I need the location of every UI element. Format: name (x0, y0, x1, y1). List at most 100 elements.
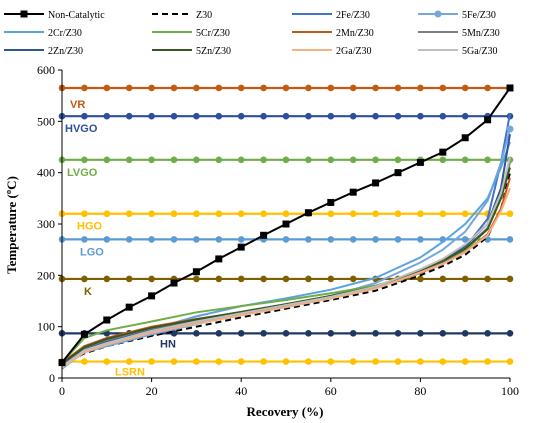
reference-marker (170, 210, 178, 218)
reference-marker (305, 275, 312, 283)
axes: 0 20 40 60 80 100 0 100 200 300 400 500 600 (37, 63, 519, 398)
series-marker (484, 116, 492, 124)
reference-marker (327, 330, 335, 337)
reference-marker (193, 236, 200, 243)
reference-marker (103, 236, 111, 243)
reference-marker (461, 84, 469, 92)
reference-marker (125, 112, 133, 120)
reference-marker (372, 210, 379, 218)
reference-marker (103, 84, 111, 92)
reference-marker (103, 156, 111, 164)
y-tick-label: 300 (37, 217, 55, 231)
x-tick-label: 100 (501, 384, 519, 398)
reference-marker (305, 84, 312, 92)
reference-label: HGO (77, 221, 103, 233)
series-marker (80, 330, 88, 338)
reference-marker (282, 156, 290, 164)
series-marker (506, 125, 514, 133)
reference-marker (461, 156, 469, 164)
reference-marker (103, 275, 111, 283)
reference-marker (417, 112, 424, 120)
reference-marker (81, 210, 88, 218)
reference-marker (237, 236, 245, 243)
reference-marker (170, 156, 178, 164)
reference-marker (439, 358, 447, 365)
reference-marker (237, 358, 245, 365)
reference-marker (125, 275, 133, 283)
series-marker (170, 279, 178, 287)
reference-marker (417, 330, 424, 337)
series-marker (192, 268, 200, 276)
reference-marker (125, 156, 133, 164)
reference-marker (372, 330, 379, 337)
reference-marker (215, 210, 223, 218)
reference-marker (506, 358, 514, 365)
reference-marker (372, 112, 379, 120)
reference-marker (103, 358, 111, 365)
reference-marker (193, 156, 200, 164)
reference-marker (148, 156, 155, 164)
reference-marker (215, 275, 223, 283)
series-marker (148, 292, 156, 300)
reference-marker (461, 236, 469, 243)
reference-marker (349, 84, 357, 92)
reference-marker (193, 358, 200, 365)
series-lines (58, 84, 514, 370)
reference-marker (260, 156, 267, 164)
reference-marker (327, 210, 335, 218)
reference-marker (349, 156, 357, 164)
reference-marker (215, 358, 223, 365)
reference-marker (349, 358, 357, 365)
series-marker (461, 134, 469, 142)
reference-marker (439, 330, 447, 337)
reference-marker (461, 330, 469, 337)
reference-marker (506, 330, 514, 337)
reference-marker (349, 236, 357, 243)
legend-label: 5Ga/Z30 (462, 46, 498, 57)
reference-marker (439, 210, 447, 218)
reference-marker (461, 275, 469, 283)
series-marker (215, 255, 223, 263)
reference-marker (260, 358, 267, 365)
reference-marker (349, 275, 357, 283)
reference-marker (125, 84, 133, 92)
reference-marker (125, 358, 133, 365)
reference-marker (282, 84, 290, 92)
reference-label: HN (160, 338, 176, 350)
reference-marker (81, 112, 88, 120)
legend-marker (434, 10, 442, 18)
y-tick-label: 400 (37, 166, 55, 180)
reference-marker (305, 358, 312, 365)
reference-marker (193, 275, 200, 283)
y-tick-label: 100 (37, 320, 55, 334)
series-line (61, 187, 511, 369)
reference-marker (148, 84, 155, 92)
legend: Non-Catalytic Z30 2Fe/Z30 5Fe/Z30 2Cr/Z30 5Cr… (4, 10, 500, 57)
reference-marker (282, 112, 290, 120)
reference-marker (439, 275, 447, 283)
reference-marker (282, 236, 290, 243)
reference-marker (81, 156, 88, 164)
series-marker (416, 158, 424, 166)
reference-marker (394, 112, 402, 120)
reference-marker (327, 84, 335, 92)
series-marker (439, 148, 447, 156)
legend-label: 2Fe/Z30 (336, 10, 370, 21)
reference-marker (327, 358, 335, 365)
reference-marker (305, 236, 312, 243)
reference-label: LSRN (115, 367, 145, 379)
series-marker (125, 303, 133, 311)
reference-label: VR (70, 99, 85, 111)
reference-marker (148, 236, 155, 243)
reference-marker (305, 330, 312, 337)
y-tick-label: 0 (49, 371, 55, 385)
reference-marker (148, 358, 155, 365)
series-marker (237, 243, 245, 251)
legend-label: 5Cr/Z30 (196, 28, 230, 39)
legend-label: 2Ga/Z30 (336, 46, 372, 57)
y-tick-label: 200 (37, 268, 55, 282)
reference-marker (260, 275, 267, 283)
reference-marker (461, 358, 469, 365)
y-axis-title: Temperature (ºC) (4, 176, 19, 274)
reference-marker (237, 84, 245, 92)
